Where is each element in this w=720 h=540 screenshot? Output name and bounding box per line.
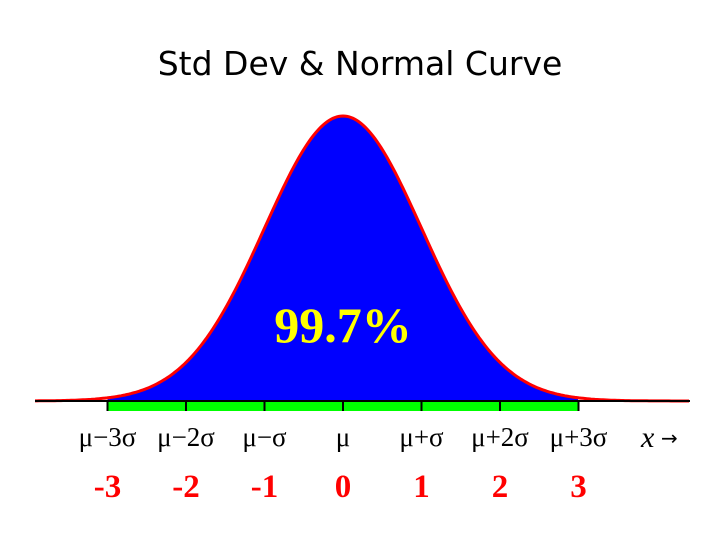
z-score-label: -3 — [94, 469, 122, 505]
z-score-label: 3 — [570, 469, 587, 505]
tick-label: μ+σ — [399, 422, 444, 452]
percent-label: 99.7% — [274, 297, 412, 353]
tick-label: μ−3σ — [79, 422, 137, 452]
tick-label: μ+3σ — [550, 422, 608, 452]
axis-arrow: → — [661, 426, 678, 450]
z-score-label: -2 — [172, 469, 200, 505]
z-score-label: 0 — [335, 469, 352, 505]
tick-label: μ−σ — [242, 422, 287, 452]
axis-variable-label: x — [640, 421, 655, 454]
curve-outline — [35, 114, 689, 403]
tick-label: μ — [336, 422, 350, 452]
z-score-label: -1 — [251, 469, 279, 505]
z-score-label: 1 — [413, 469, 430, 505]
slide-title: Std Dev & Normal Curve — [157, 44, 563, 83]
shaded-area — [107, 116, 579, 401]
z-score-label: 2 — [492, 469, 509, 505]
tick-label: μ+2σ — [471, 422, 529, 452]
tick-label: μ−2σ — [157, 422, 215, 452]
